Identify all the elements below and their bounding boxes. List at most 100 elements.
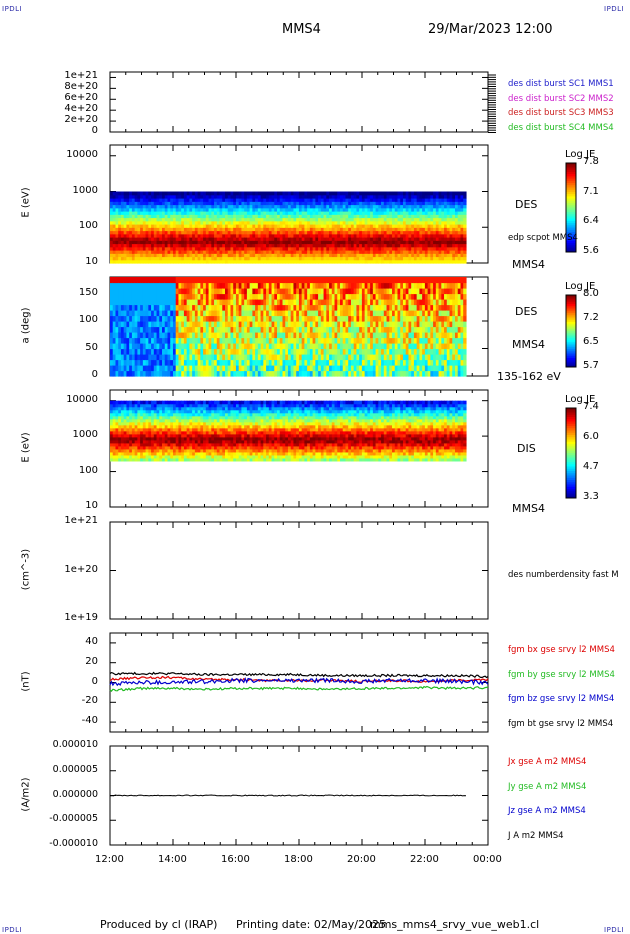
- spectrogram-cell: [110, 198, 114, 202]
- spectrogram-cell: [318, 326, 322, 333]
- spectrogram-cell: [441, 194, 445, 199]
- spectrogram-cell: [279, 207, 284, 212]
- spectrogram-cell: [350, 321, 355, 328]
- spectrogram-cell: [320, 240, 325, 245]
- spectrogram-cell: [162, 277, 166, 284]
- spectrogram-cell: [118, 246, 122, 251]
- spectrogram-cell: [156, 354, 160, 361]
- spectrogram-cell: [162, 207, 166, 212]
- spectrogram-cell: [246, 326, 251, 333]
- spectrogram-cell: [293, 288, 297, 295]
- spectrogram-cell: [290, 240, 295, 245]
- spectrogram-cell: [148, 359, 152, 366]
- spectrogram-cell: [416, 243, 421, 248]
- spectrogram-cell: [342, 277, 347, 284]
- spectrogram-cell: [244, 337, 248, 344]
- spectrogram-cell: [178, 321, 182, 328]
- spectrogram-cell: [120, 332, 125, 339]
- spectrogram-cell: [123, 224, 128, 228]
- spectrogram-cell: [208, 370, 212, 377]
- spectrogram-cell: [238, 348, 243, 355]
- spectrogram-cell: [383, 246, 388, 251]
- spectrogram-cell: [318, 253, 322, 258]
- spectrogram-cell: [424, 237, 429, 241]
- spectrogram-cell: [159, 288, 163, 295]
- spectrogram-cell: [378, 207, 382, 212]
- spectrogram-cell: [438, 246, 442, 251]
- spectrogram-cell: [345, 354, 349, 361]
- spectrogram-cell: [444, 217, 448, 222]
- spectrogram-cell: [364, 194, 368, 199]
- spectrogram-cell: [444, 240, 448, 245]
- spectrogram-cell: [359, 288, 363, 295]
- spectrogram-cell: [277, 282, 281, 289]
- spectrogram-cell: [372, 250, 377, 254]
- spectrogram-cell: [227, 256, 232, 261]
- spectrogram-cell: [433, 224, 437, 228]
- spectrogram-cell: [214, 370, 218, 377]
- spectrogram-cell: [252, 259, 256, 264]
- spectrogram-cell: [137, 243, 141, 248]
- spectrogram-cell: [255, 220, 259, 225]
- spectrogram-cell: [381, 256, 385, 261]
- spectrogram-cell: [290, 326, 295, 333]
- spectrogram-cell: [263, 237, 267, 241]
- spectrogram-cell: [181, 217, 185, 222]
- spectrogram-cell: [463, 207, 467, 212]
- spectrogram-cell: [353, 288, 358, 295]
- spectrogram-cell: [359, 310, 363, 317]
- spectrogram-cell: [224, 259, 229, 264]
- spectrogram-cell: [197, 191, 201, 196]
- spectrogram-cell: [189, 246, 193, 251]
- spectrogram-cell: [298, 224, 303, 228]
- spectrogram-cell: [263, 230, 267, 235]
- spectrogram-cell: [433, 243, 437, 248]
- spectrogram-cell: [285, 204, 289, 209]
- spectrogram-cell: [331, 250, 336, 254]
- spectrogram-cell: [334, 370, 338, 377]
- spectrogram-cell: [230, 315, 234, 322]
- spectrogram-cell: [402, 201, 407, 206]
- spectrogram-cell: [279, 343, 284, 350]
- spectrogram-cell: [192, 321, 196, 328]
- spectrogram-cell: [227, 304, 232, 311]
- spectrogram-cell: [197, 227, 201, 232]
- spectrogram-cell: [120, 217, 125, 222]
- spectrogram-cell: [441, 204, 445, 209]
- spectrogram-cell: [378, 198, 382, 202]
- spectrogram-cell: [227, 326, 232, 333]
- spectrogram-cell: [449, 220, 453, 225]
- spectrogram-cell: [189, 194, 193, 199]
- spectrogram-cell: [287, 250, 292, 254]
- spectrogram-cell: [454, 253, 459, 258]
- spectrogram-cell: [162, 243, 166, 248]
- spectrogram-cell: [438, 207, 442, 212]
- spectrogram-cell: [463, 224, 467, 228]
- spectrogram-cell: [312, 343, 316, 350]
- spectrogram-cell: [238, 359, 243, 366]
- spectrogram-cell: [334, 354, 338, 361]
- spectrogram-cell: [123, 293, 128, 300]
- spectrogram-cell: [131, 321, 136, 328]
- spectrogram-cell: [129, 227, 133, 232]
- spectrogram-cell: [268, 315, 273, 322]
- spectrogram-cell: [205, 240, 210, 245]
- spectrogram-cell: [249, 250, 253, 254]
- spectrogram-cell: [222, 365, 226, 372]
- spectrogram-cell: [235, 237, 240, 241]
- spectrogram-cell: [233, 220, 237, 225]
- spectrogram-cell: [203, 337, 207, 344]
- spectrogram-cell: [167, 250, 171, 254]
- spectrogram-cell: [186, 299, 191, 306]
- spectrogram-cell: [323, 310, 327, 317]
- spectrogram-cell: [367, 201, 371, 206]
- spectrogram-cell: [153, 348, 158, 355]
- spectrogram-cell: [203, 224, 207, 228]
- spectrogram-cell: [142, 299, 147, 306]
- spectrogram-cell: [312, 191, 316, 196]
- spectrogram-cell: [312, 315, 316, 322]
- spectrogram-cell: [408, 211, 412, 215]
- spectrogram-cell: [342, 359, 347, 366]
- spectrogram-cell: [260, 370, 264, 377]
- spectrogram-cell: [397, 224, 401, 228]
